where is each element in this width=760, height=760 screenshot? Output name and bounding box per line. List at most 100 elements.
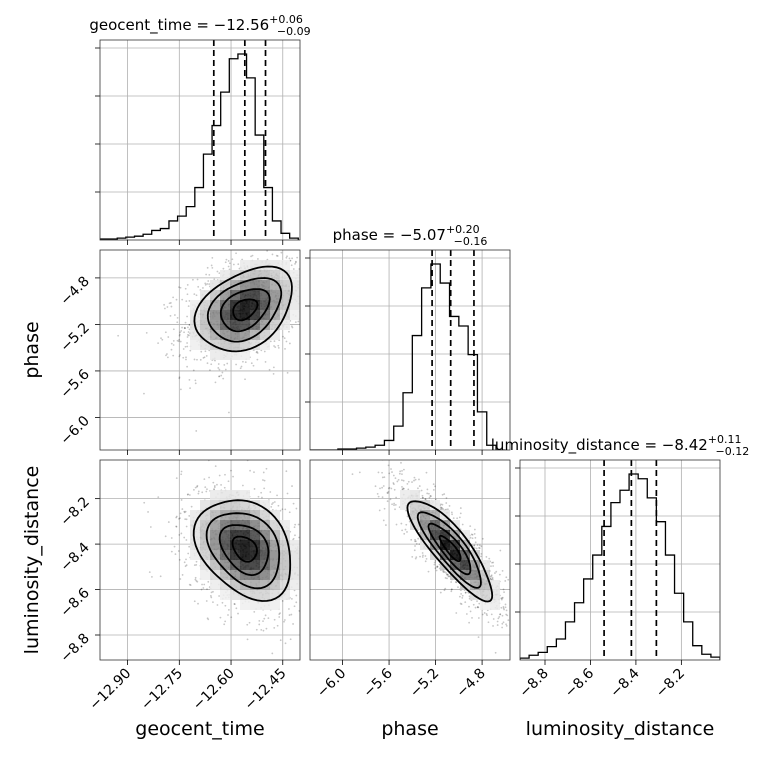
sample-point bbox=[196, 484, 199, 487]
density-cell bbox=[260, 330, 270, 340]
sample-point bbox=[428, 496, 431, 499]
panel-frame bbox=[519, 459, 721, 661]
sample-point bbox=[480, 552, 483, 555]
density-cell bbox=[280, 300, 290, 310]
sample-point bbox=[210, 264, 213, 267]
sample-point bbox=[387, 490, 390, 493]
sample-point bbox=[267, 617, 270, 620]
sample-point bbox=[221, 371, 224, 374]
sample-point bbox=[208, 283, 211, 285]
sample-point bbox=[443, 493, 446, 495]
sample-point bbox=[392, 474, 395, 477]
density-cell bbox=[210, 330, 220, 340]
sample-point bbox=[414, 538, 416, 541]
sample-point bbox=[390, 468, 392, 470]
sample-point bbox=[204, 283, 207, 286]
sample-point bbox=[377, 471, 380, 474]
density-cell bbox=[270, 330, 280, 340]
sample-point bbox=[502, 621, 505, 624]
sample-point bbox=[473, 544, 475, 547]
title-value: phase = −5.07 bbox=[333, 226, 446, 244]
density-cell bbox=[220, 270, 230, 280]
sample-point bbox=[435, 569, 438, 572]
density-cell bbox=[280, 570, 290, 580]
sample-point bbox=[301, 273, 303, 275]
density-cell bbox=[240, 290, 250, 300]
sample-point bbox=[195, 294, 198, 297]
sample-point bbox=[369, 445, 371, 447]
sample-point bbox=[197, 490, 200, 493]
sample-point bbox=[188, 334, 190, 337]
density-cell bbox=[280, 320, 290, 330]
sample-point bbox=[271, 253, 274, 256]
density-cell bbox=[190, 340, 200, 350]
density-cell bbox=[290, 540, 300, 550]
sample-point bbox=[249, 248, 251, 250]
sample-point bbox=[473, 528, 476, 531]
sample-point bbox=[403, 468, 405, 471]
sample-point bbox=[293, 605, 296, 608]
sample-point bbox=[452, 517, 455, 520]
sample-point bbox=[157, 496, 160, 499]
sample-point bbox=[313, 536, 315, 538]
sample-point bbox=[448, 505, 451, 507]
sample-point bbox=[256, 358, 259, 361]
x-tick-label: −12.75 bbox=[138, 666, 186, 714]
sample-point bbox=[288, 342, 291, 345]
density-cell bbox=[220, 500, 230, 510]
sample-point bbox=[492, 618, 495, 620]
density-cell bbox=[260, 540, 270, 550]
density-cell bbox=[190, 550, 200, 560]
sample-point bbox=[294, 321, 297, 324]
sample-point bbox=[186, 284, 189, 286]
density-cell bbox=[220, 520, 230, 530]
x-tick-label: −5.2 bbox=[407, 666, 442, 701]
sample-point bbox=[401, 473, 403, 476]
sample-point bbox=[304, 584, 306, 586]
density-cell bbox=[260, 300, 270, 310]
sample-point bbox=[206, 617, 209, 620]
sample-point bbox=[170, 348, 173, 351]
sample-point bbox=[459, 512, 462, 515]
sample-point bbox=[427, 570, 430, 573]
sample-point bbox=[172, 354, 175, 357]
density-cell bbox=[220, 530, 230, 540]
title-plus-error: +0.20 bbox=[446, 223, 480, 236]
density-cell bbox=[200, 570, 210, 580]
sample-point bbox=[163, 303, 165, 306]
density-cell bbox=[280, 590, 290, 600]
sample-point bbox=[277, 347, 280, 349]
sample-point bbox=[394, 477, 397, 480]
density-cell bbox=[240, 530, 250, 540]
y-tick-label: −5.6 bbox=[57, 366, 92, 401]
sample-point bbox=[434, 567, 437, 570]
sample-point bbox=[292, 268, 295, 270]
sample-point bbox=[170, 305, 173, 308]
sample-point bbox=[167, 336, 170, 338]
density-cell bbox=[220, 560, 230, 570]
sample-point bbox=[181, 298, 184, 301]
sample-point bbox=[214, 381, 217, 384]
sample-point bbox=[301, 598, 303, 600]
sample-point bbox=[290, 325, 293, 328]
sample-point bbox=[281, 508, 284, 511]
sample-point bbox=[394, 503, 397, 506]
sample-point bbox=[502, 588, 505, 591]
contour-2-sigma bbox=[406, 500, 494, 603]
sample-point bbox=[397, 454, 399, 456]
sample-point bbox=[401, 485, 403, 488]
density-cell bbox=[230, 340, 240, 350]
sample-point bbox=[442, 571, 445, 573]
density-cell bbox=[240, 490, 250, 500]
sample-point bbox=[253, 471, 255, 474]
sample-point bbox=[178, 355, 181, 358]
sample-point bbox=[304, 536, 306, 538]
sample-point bbox=[395, 496, 398, 499]
sample-point bbox=[461, 523, 464, 526]
density-cell bbox=[190, 510, 200, 520]
sample-point bbox=[218, 368, 221, 371]
sample-point bbox=[207, 280, 210, 282]
density-cell bbox=[240, 570, 250, 580]
sample-point bbox=[304, 285, 306, 287]
